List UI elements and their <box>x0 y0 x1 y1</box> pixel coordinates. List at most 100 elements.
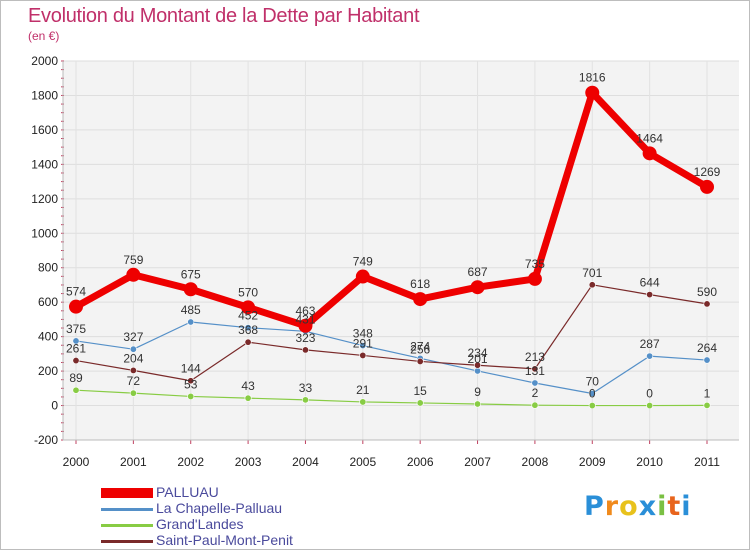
data-point <box>416 357 424 365</box>
data-label: 89 <box>69 371 83 385</box>
data-label: 348 <box>353 327 373 341</box>
x-tick-label: 2002 <box>177 455 204 469</box>
data-point <box>413 292 428 307</box>
data-point <box>72 386 80 394</box>
data-label: 43 <box>241 379 255 393</box>
data-point <box>355 269 370 284</box>
series-line <box>75 284 708 382</box>
data-label: 463 <box>295 304 315 318</box>
data-label: 15 <box>414 384 428 398</box>
data-label: 33 <box>299 381 313 395</box>
data-label: 570 <box>238 285 258 299</box>
data-point <box>588 402 596 410</box>
data-point <box>703 300 711 308</box>
data-label: 1269 <box>694 165 721 179</box>
data-point <box>69 299 83 314</box>
data-label: 759 <box>123 253 143 267</box>
y-tick-label: 1800 <box>31 88 58 102</box>
data-point <box>129 345 137 353</box>
data-label: 1464 <box>636 131 663 145</box>
data-label: 431 <box>295 312 315 326</box>
y-tick-label: 1600 <box>31 123 58 137</box>
y-tick-label: 1400 <box>31 157 58 171</box>
logo-letter: P <box>584 491 605 522</box>
y-tick-label: 400 <box>38 330 58 344</box>
data-point <box>72 337 80 345</box>
data-point <box>588 281 596 289</box>
y-tick-label: 600 <box>38 295 58 309</box>
logo-letter: x <box>638 491 658 522</box>
data-label: 735 <box>525 257 545 271</box>
data-label: 1 <box>704 386 711 400</box>
data-label: 264 <box>697 341 717 355</box>
data-point <box>646 352 654 360</box>
data-point <box>700 179 714 194</box>
x-tick-label: 2005 <box>349 455 376 469</box>
x-tick-label: 2011 <box>694 455 720 469</box>
y-tick-label: 800 <box>38 261 58 275</box>
plot-area <box>63 61 739 440</box>
series-line <box>72 89 711 330</box>
data-label: 452 <box>238 309 258 323</box>
data-point <box>527 271 542 286</box>
data-label: 287 <box>640 337 660 351</box>
data-point <box>470 280 485 295</box>
data-point <box>244 338 252 346</box>
data-label: 0 <box>589 387 596 401</box>
data-point <box>301 396 309 404</box>
y-tick-label: 1200 <box>31 192 58 206</box>
data-point <box>703 401 711 409</box>
data-point <box>187 377 195 385</box>
data-label: 291 <box>353 336 373 350</box>
data-label: 323 <box>295 331 315 345</box>
data-point <box>126 267 141 282</box>
y-tick-label: 2000 <box>31 54 58 68</box>
data-point <box>474 400 482 408</box>
data-point <box>642 146 657 161</box>
series-line <box>75 321 708 395</box>
data-point <box>298 318 313 333</box>
data-point <box>474 361 482 369</box>
data-label: 375 <box>66 322 86 336</box>
data-label: 72 <box>127 374 141 388</box>
data-point <box>359 351 367 359</box>
y-tick-label: 1000 <box>31 226 58 240</box>
data-label: 327 <box>123 330 143 344</box>
data-point <box>531 365 539 373</box>
data-label: 201 <box>468 352 488 366</box>
legend-label: Grand'Landes <box>156 516 244 532</box>
x-tick-label: 2008 <box>522 455 549 469</box>
data-point <box>359 398 367 406</box>
y-tick-label: -200 <box>34 433 58 447</box>
data-point <box>187 392 195 400</box>
data-point <box>416 399 424 407</box>
legend-swatch <box>101 523 153 527</box>
x-tick-label: 2001 <box>120 455 147 469</box>
x-tick-label: 2007 <box>464 455 491 469</box>
x-tick-label: 2004 <box>292 455 319 469</box>
data-point <box>531 401 539 409</box>
data-point <box>183 282 198 297</box>
legend-swatch <box>101 539 153 543</box>
data-point <box>703 356 711 364</box>
data-label: 485 <box>181 303 201 317</box>
series-line <box>75 389 708 407</box>
data-label: 0 <box>646 387 653 401</box>
y-tick-label: 200 <box>38 364 58 378</box>
proxiti-logo: Proxiti <box>584 491 692 522</box>
logo-letter: i <box>681 491 692 522</box>
data-label: 274 <box>410 339 430 353</box>
data-label: 131 <box>525 364 545 378</box>
data-point <box>646 291 654 299</box>
data-point <box>588 389 596 397</box>
logo-letter: i <box>657 491 668 522</box>
data-point <box>129 366 137 374</box>
x-tick-label: 2006 <box>407 455 434 469</box>
data-label: 1816 <box>579 71 606 85</box>
data-label: 574 <box>66 285 86 299</box>
data-label: 213 <box>525 350 545 364</box>
data-point <box>241 300 256 315</box>
legend-label: PALLUAU <box>156 484 219 500</box>
x-tick-label: 2000 <box>63 455 90 469</box>
